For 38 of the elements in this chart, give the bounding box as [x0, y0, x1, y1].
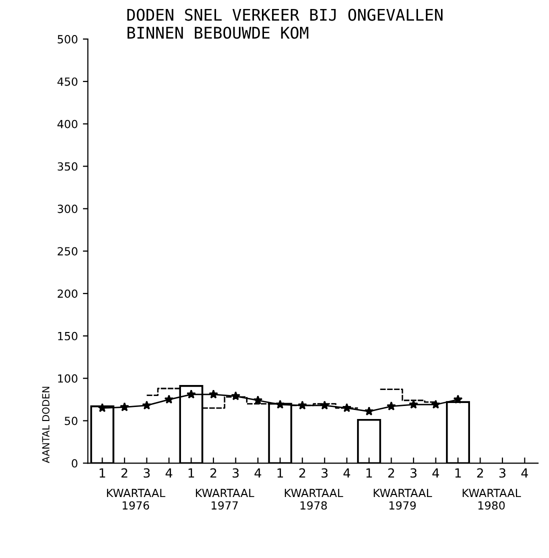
text: KWARTAAL 1979: [374, 488, 432, 510]
x-tick-label: 1: [188, 468, 194, 478]
text: KWARTAAL 1977: [196, 488, 254, 510]
text: KWARTAAL 1976: [107, 488, 166, 510]
y-tick-label: 200: [58, 289, 78, 298]
x-tick-label: 3: [499, 468, 506, 478]
x-tick-label: 4: [521, 468, 528, 478]
x-tick-label: 2: [477, 468, 483, 478]
y-tick-label: 400: [57, 120, 78, 128]
text: KWARTAAL 1978: [284, 488, 344, 510]
y-tick-label: 350: [58, 162, 78, 171]
text: KWARTAAL 1980: [462, 488, 521, 510]
x-tick-label: 1: [455, 468, 461, 478]
chart-title: DODEN SNEL VERKEER BIJ ONGEVALLEN BINNEN BEBOUWDE KOM: [127, 8, 443, 39]
y-tick-label: 0: [72, 459, 78, 468]
y-tick-label: 500: [58, 35, 78, 44]
x-tick-label: 4: [432, 468, 440, 478]
y-axis-title: AANTAL DODEN: [42, 386, 50, 464]
y-tick-label: 250: [58, 247, 78, 256]
x-tick-label: 1: [366, 468, 372, 478]
y-tick-label: 150: [58, 332, 78, 340]
x-tick-label: 2: [299, 468, 306, 478]
x-tick-label: 4: [343, 468, 350, 478]
x-tick-label: 2: [210, 468, 216, 478]
y-tick-label: 450: [57, 77, 78, 86]
y-tick-label: 50: [64, 416, 78, 426]
x-tick-label: 3: [322, 468, 328, 478]
x-tick-label: 3: [232, 468, 239, 478]
x-tick-label: 1: [278, 468, 283, 478]
x-tick-label: 3: [410, 468, 416, 478]
y-tick-label: 300: [58, 204, 78, 214]
x-tick-label: 2: [388, 468, 394, 478]
y-tick-label: 100: [58, 374, 78, 383]
x-tick-label: 1: [100, 468, 106, 478]
x-tick-label: 3: [144, 468, 150, 478]
x-tick-label: 4: [166, 468, 172, 478]
x-tick-label: 2: [121, 468, 128, 478]
x-tick-label: 4: [254, 468, 262, 478]
